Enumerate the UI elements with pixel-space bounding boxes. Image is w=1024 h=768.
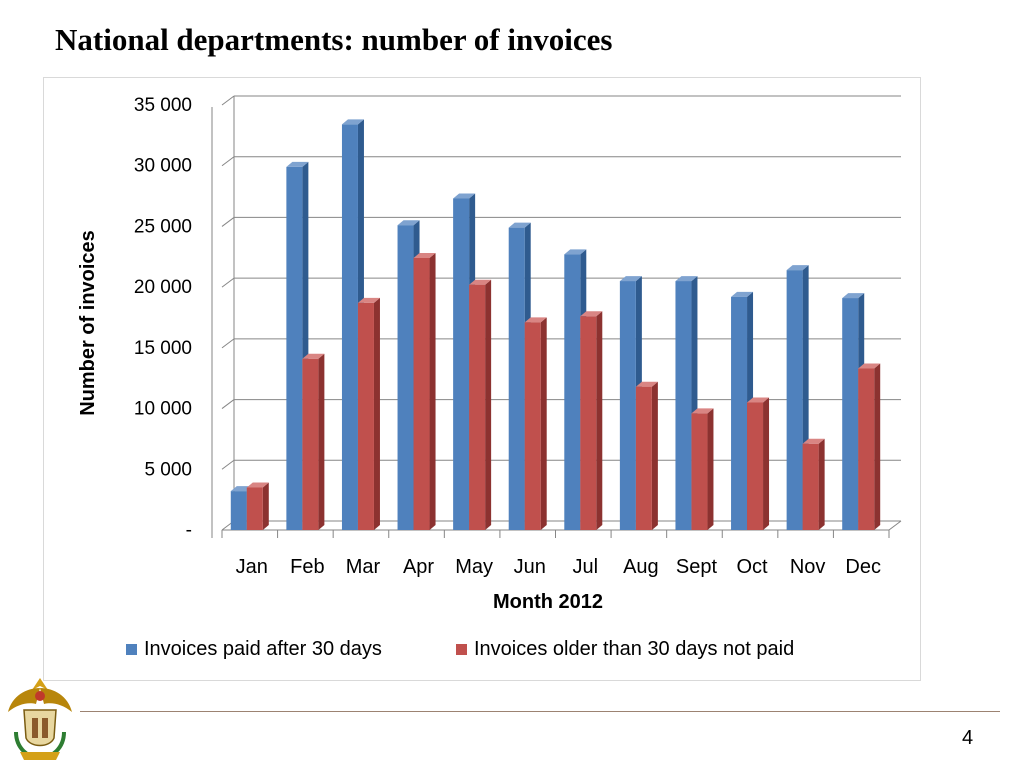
floor-edge <box>888 520 902 531</box>
bar-top <box>747 397 770 403</box>
gridline-depth <box>221 459 235 470</box>
x-tick-label: Jun <box>514 556 546 578</box>
bar-top <box>302 353 325 359</box>
bar-paid <box>508 227 525 530</box>
legend-swatch <box>456 644 467 655</box>
bar-side <box>596 311 603 530</box>
bar-top <box>341 119 364 125</box>
bar-paid <box>619 281 636 530</box>
x-tick-label: May <box>455 556 493 578</box>
bar-top <box>246 482 269 488</box>
bar-top <box>397 220 420 226</box>
y-tick-label: - <box>186 520 192 541</box>
bar-side <box>651 381 658 530</box>
gridline-depth <box>221 399 235 409</box>
bar-top <box>635 381 658 387</box>
bar-top <box>469 279 492 285</box>
bar-top <box>413 253 436 258</box>
bar-top <box>453 193 476 199</box>
bar-top <box>286 161 309 167</box>
bar-unpaid <box>413 258 430 530</box>
x-tick-label: Aug <box>623 556 659 578</box>
bar-top <box>524 317 547 323</box>
bar-side <box>540 317 547 530</box>
gridline-depth <box>221 156 235 167</box>
bar-unpaid <box>246 487 263 530</box>
x-tick-label: Jul <box>573 556 599 578</box>
legend-swatch <box>126 644 137 655</box>
bar-unpaid <box>524 322 541 530</box>
y-tick-label: 25 000 <box>134 216 192 237</box>
legend-label: Invoices paid after 30 days <box>144 638 382 660</box>
x-tick-label: Nov <box>790 556 826 578</box>
bar-top <box>508 222 531 228</box>
bar-top <box>580 311 603 317</box>
x-axis-title: Month 2012 <box>493 591 603 613</box>
bar-top <box>357 297 380 303</box>
bar-unpaid <box>858 368 875 530</box>
gridline-depth <box>221 277 235 288</box>
bar-top <box>619 276 642 282</box>
bar-side <box>262 482 269 530</box>
y-tick-label: 30 000 <box>134 156 192 177</box>
x-tick-label: Sept <box>676 556 718 578</box>
footer-divider <box>80 711 1000 712</box>
chart-svg: - 5 000 10 000 15 000 20 000 25 000 30 000 35 0… <box>77 95 902 660</box>
slide-title: National departments: number of invoices <box>55 22 613 57</box>
y-tick-label: 5 000 <box>144 459 192 480</box>
bar-unpaid <box>635 386 652 530</box>
bar-side <box>373 297 380 530</box>
chart-area: - 5 000 10 000 15 000 20 000 25 000 30 000 35 0… <box>43 77 921 681</box>
bar-paid <box>397 225 414 530</box>
bar-paid <box>564 254 581 530</box>
y-tick-label: 15 000 <box>134 338 192 359</box>
bar-unpaid <box>580 316 597 530</box>
bar-side <box>485 279 492 530</box>
gridline-depth <box>221 95 235 106</box>
bar-top <box>842 293 865 299</box>
bar-paid <box>453 198 470 530</box>
y-tick-label: 10 000 <box>134 399 192 420</box>
bar-unpaid <box>357 302 374 530</box>
bar-paid <box>842 298 859 530</box>
y-axis-title: Number of invoices <box>77 230 99 416</box>
legend-label: Invoices older than 30 days not paid <box>474 638 794 660</box>
x-tick-label: Apr <box>403 556 434 578</box>
bar-top <box>731 291 754 297</box>
bar-unpaid <box>469 284 486 530</box>
bar-unpaid <box>802 443 819 530</box>
bar-unpaid <box>747 402 764 530</box>
bar-side <box>318 353 325 530</box>
bar-unpaid <box>302 358 319 530</box>
bar-unpaid <box>691 413 708 530</box>
bar-paid <box>786 270 803 530</box>
bar-paid <box>230 491 247 530</box>
page-number: 4 <box>962 727 974 749</box>
gridline-depth <box>221 217 235 227</box>
x-tick-label: Feb <box>290 556 324 578</box>
bar-paid <box>341 124 358 530</box>
bar-side <box>429 253 436 530</box>
bar-top <box>675 276 698 282</box>
bar-top <box>858 363 881 369</box>
y-tick-label: 20 000 <box>134 277 192 298</box>
bar-paid <box>286 166 303 530</box>
bar-side <box>818 438 825 530</box>
bar-side <box>763 397 770 530</box>
coat-of-arms-icon <box>8 678 72 761</box>
bar-paid <box>731 296 748 530</box>
x-tick-label: Dec <box>845 556 881 578</box>
bar-top <box>802 438 825 444</box>
x-tick-label: Jan <box>236 556 268 578</box>
bar-top <box>786 265 809 271</box>
bar-top <box>691 408 714 414</box>
x-tick-label: Oct <box>736 556 768 578</box>
gridline-depth <box>221 338 235 349</box>
bar-paid <box>675 281 692 530</box>
bar-side <box>707 408 714 530</box>
x-tick-label: Mar <box>346 556 381 578</box>
bar-top <box>564 249 587 255</box>
bar-side <box>874 363 881 530</box>
y-tick-label: 35 000 <box>134 95 192 116</box>
